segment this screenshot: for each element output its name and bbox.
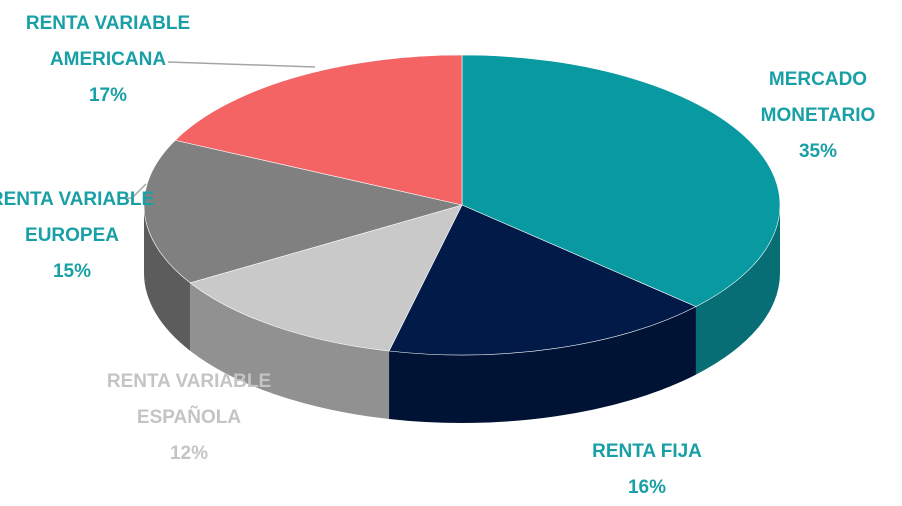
slice-side	[695, 205, 780, 375]
slice	[388, 204, 697, 356]
slice-label: RENTA VARIABLE EUROPEA 15%	[0, 182, 157, 290]
slice-side	[190, 282, 390, 419]
slice	[189, 204, 463, 352]
category-label: RENTA VARIABLE ESPAÑOLA	[106, 371, 272, 428]
leader-line	[131, 183, 147, 199]
slice-label: RENTA VARIABLE ESPAÑOLA 12%	[104, 364, 274, 472]
slice	[461, 54, 781, 307]
category-label: MERCADO MONETARIO	[760, 69, 876, 126]
category-label: RENTA VARIABLE AMERICANA	[25, 13, 191, 70]
slice-side	[144, 205, 191, 351]
slice-label: RENTA FIJA 16%	[562, 434, 732, 506]
value-label: 15%	[52, 261, 92, 282]
category-label: RENTA VARIABLE EUROPEA	[0, 189, 155, 246]
slice	[143, 139, 463, 284]
category-label: RENTA FIJA	[592, 441, 702, 462]
value-label: 12%	[169, 443, 209, 464]
leader-line	[167, 61, 316, 68]
slice-label: MERCADO MONETARIO 35%	[733, 62, 902, 170]
value-label: 16%	[627, 477, 667, 498]
value-label: 35%	[798, 141, 838, 162]
slice	[174, 54, 463, 206]
value-label: 17%	[88, 85, 128, 106]
slice-label: RENTA VARIABLE AMERICANA 17%	[23, 6, 193, 114]
